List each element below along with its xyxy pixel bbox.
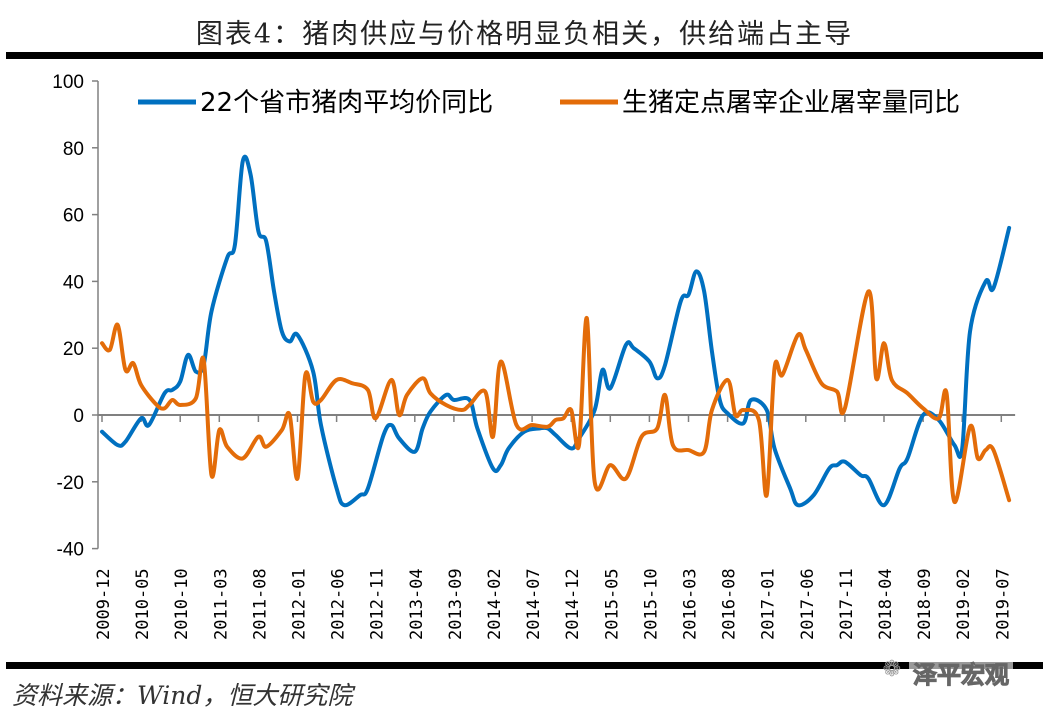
series-line-pork-price: [100, 154, 1012, 508]
x-tick-label: 2011-08: [250, 568, 270, 640]
x-tick-label: 2011-03: [211, 568, 231, 640]
chart-title: 图表4：猪肉供应与价格明显负相关，供给端占主导: [195, 19, 854, 50]
x-tick-label: 2010-05: [133, 568, 153, 640]
x-tick-label: 2016-03: [681, 568, 701, 640]
x-tick-label: 2017-01: [759, 568, 779, 640]
source-note: 资料来源：Wind，恒大研究院: [12, 681, 353, 710]
x-tick-label: 2018-04: [876, 568, 896, 640]
x-tick-label: 2012-06: [329, 568, 349, 640]
x-tick-label: 2019-02: [954, 568, 974, 640]
y-tick-label: 60: [63, 206, 84, 227]
x-tick-label: 2010-10: [172, 568, 192, 640]
legend-label: 22个省市猪肉平均价同比: [200, 88, 493, 118]
y-tick-label: -40: [57, 540, 84, 561]
x-tick-label: 2014-07: [524, 568, 544, 640]
x-tick-label: 2014-02: [485, 568, 505, 640]
y-tick-label: 40: [63, 272, 84, 293]
x-tick-label: 2018-09: [915, 568, 935, 640]
y-tick-label: 20: [63, 339, 84, 360]
x-tick-label: 2014-12: [563, 568, 583, 640]
bottom-divider: [6, 662, 1043, 669]
watermark: 泽平宏观: [909, 655, 1013, 690]
y-tick-label: 80: [63, 139, 84, 160]
y-tick-label: -20: [57, 473, 84, 494]
x-tick-label: 2015-10: [641, 568, 661, 640]
x-tick-label: 2017-06: [798, 568, 818, 640]
x-tick-label: 2019-07: [993, 568, 1013, 640]
x-tick-label: 2015-05: [602, 568, 622, 640]
x-tick-label: 2012-01: [290, 568, 310, 640]
x-tick-label: 2013-09: [446, 568, 466, 640]
y-tick-label: 0: [73, 406, 84, 427]
y-tick-label: 100: [52, 72, 84, 93]
x-tick-label: 2017-11: [837, 568, 857, 640]
x-tick-label: 2009-12: [94, 568, 114, 640]
series-line-slaughter-volume: [100, 289, 1012, 504]
legend-label: 生猪定点屠宰企业屠宰量同比: [622, 88, 960, 118]
x-tick-label: 2013-04: [407, 568, 427, 640]
wechat-icon: ❁: [882, 657, 901, 682]
x-tick-label: 2012-11: [368, 568, 388, 640]
top-divider: [6, 52, 1043, 59]
x-tick-label: 2016-08: [720, 568, 740, 640]
